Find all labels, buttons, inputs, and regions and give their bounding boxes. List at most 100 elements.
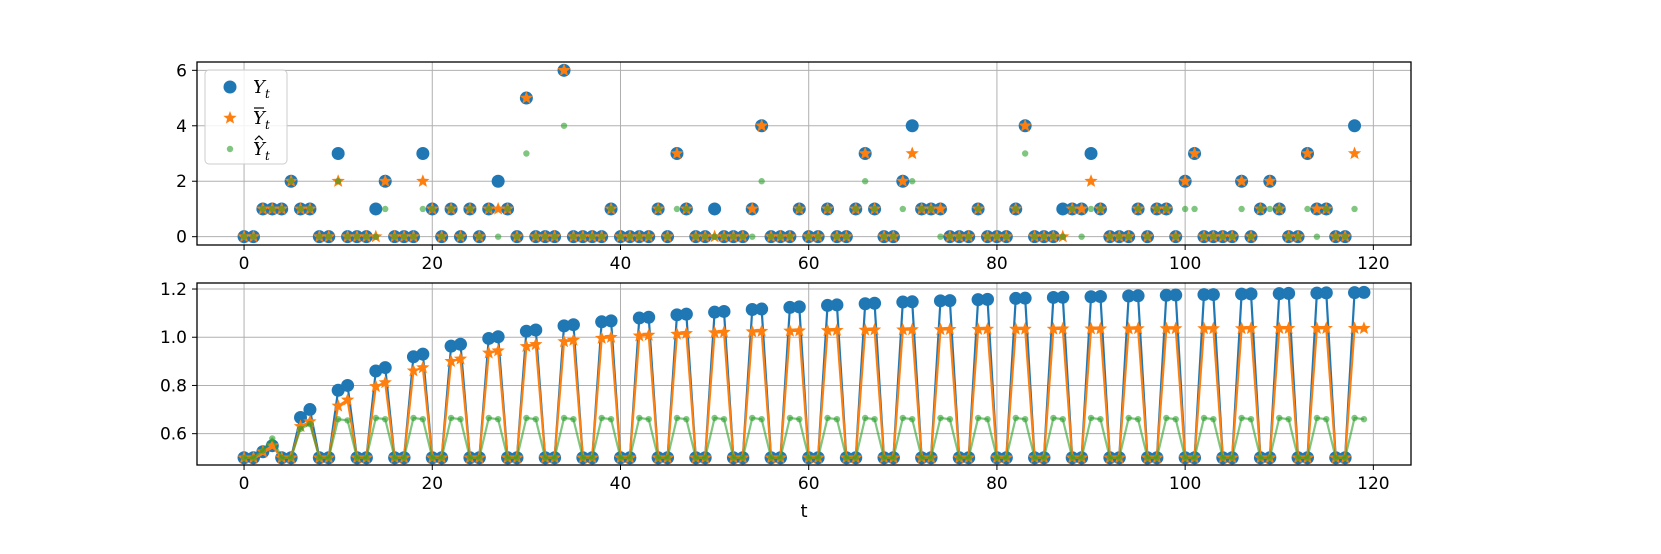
- data-point-Yhat: [1021, 415, 1029, 423]
- legend-label-sub: t: [265, 87, 270, 101]
- data-point-Ybar: [444, 354, 458, 368]
- data-point-Yhat: [485, 205, 492, 213]
- data-point-Yhat: [240, 454, 248, 461]
- data-point-Y: [708, 202, 722, 216]
- y-tick-label: 6: [176, 61, 187, 81]
- data-point-Y: [1009, 291, 1023, 305]
- data-point-Y: [331, 147, 345, 160]
- data-point-Ybar: [453, 351, 468, 365]
- data-point-Yhat: [871, 415, 878, 423]
- data-point-Yhat: [1116, 454, 1123, 461]
- data-point-Yhat: [965, 454, 972, 461]
- data-point-Yhat: [1144, 233, 1151, 240]
- data-point-Yhat: [1059, 233, 1066, 240]
- data-point-Yhat: [1210, 415, 1217, 423]
- data-point-Y: [341, 378, 355, 392]
- data-point-Yhat: [589, 454, 596, 461]
- data-point-Yhat: [1341, 233, 1349, 240]
- bottom-ticks: 0 20 40 60 80 100 120 0.6 0.8 1.0 1.2: [160, 280, 1390, 494]
- data-point-Yhat: [391, 233, 398, 240]
- data-point-Yhat: [1200, 414, 1208, 422]
- data-point-Yhat: [711, 233, 718, 240]
- data-point-Yhat: [269, 205, 276, 213]
- data-point-Yhat: [523, 150, 530, 157]
- data-point-Yhat: [306, 420, 314, 428]
- data-point-Y: [642, 310, 656, 324]
- data-point-Ybar: [971, 322, 985, 335]
- data-point-Y: [1122, 289, 1136, 303]
- data-point-Yhat: [654, 454, 662, 461]
- data-point-Yhat: [1228, 233, 1236, 240]
- data-point-Yhat: [344, 417, 351, 424]
- data-point-Y: [792, 300, 806, 314]
- data-point-Ybar: [858, 323, 872, 336]
- data-point-Yhat: [466, 454, 474, 461]
- data-point-Yhat: [250, 454, 257, 461]
- data-point-Yhat: [956, 233, 963, 240]
- data-point-Yhat: [890, 233, 897, 240]
- data-point-Yhat: [1200, 233, 1208, 240]
- data-point-Yhat: [353, 454, 361, 461]
- data-point-Y: [755, 302, 769, 316]
- data-point-Yhat: [683, 205, 690, 213]
- data-point-Ybar: [670, 327, 684, 340]
- data-point-Yhat: [984, 415, 991, 423]
- data-point-Yhat: [400, 233, 408, 240]
- data-point-Y: [529, 323, 543, 337]
- data-point-Y: [1093, 289, 1107, 303]
- data-point-Yhat: [645, 415, 652, 423]
- data-point-Ybar: [783, 323, 797, 337]
- data-point-Ybar: [896, 322, 910, 336]
- data-point-Yhat: [269, 435, 276, 442]
- data-point-Yhat: [749, 233, 756, 240]
- data-point-Yhat: [494, 233, 502, 240]
- data-point-Yhat: [730, 233, 737, 240]
- data-point-Yhat: [833, 233, 841, 240]
- data-point-Ybar: [707, 325, 722, 339]
- data-point-Y: [604, 314, 618, 328]
- data-point-Yhat: [937, 414, 944, 422]
- data-point-Yhat: [504, 454, 511, 461]
- data-point-Y: [1056, 202, 1070, 216]
- data-point-Ybar: [416, 174, 430, 187]
- data-point-Ybar: [1187, 146, 1202, 160]
- data-point-Yhat: [1294, 233, 1302, 240]
- data-point-Yhat: [626, 454, 634, 461]
- data-point-Y: [294, 411, 308, 425]
- legend-label-Y: Y: [253, 77, 267, 98]
- data-point-Yhat: [899, 414, 907, 422]
- data-point-Yhat: [1106, 233, 1114, 240]
- data-point-Yhat: [805, 454, 812, 461]
- data-point-Yhat: [598, 414, 605, 422]
- data-point-Y: [679, 307, 693, 321]
- data-point-Yhat: [796, 415, 803, 423]
- data-point-Ybar: [1347, 321, 1362, 334]
- data-point-Yhat: [636, 233, 643, 240]
- data-point-Yhat: [410, 414, 417, 422]
- data-point-Yhat: [1351, 205, 1358, 213]
- data-point-Y: [1084, 290, 1098, 304]
- data-point-Yhat: [974, 414, 982, 422]
- data-point-Yhat: [1332, 454, 1339, 461]
- data-point-Yhat: [758, 415, 765, 423]
- data-point-Y: [933, 294, 947, 308]
- data-point-Yhat: [1351, 414, 1358, 422]
- data-point-Yhat: [1323, 415, 1330, 423]
- data-point-Yhat: [786, 233, 794, 240]
- data-point-Yhat: [683, 415, 690, 423]
- data-point-Yhat: [607, 205, 615, 213]
- data-point-Yhat: [1172, 233, 1179, 240]
- data-point-Yhat: [325, 454, 332, 461]
- data-point-Yhat: [560, 414, 568, 422]
- data-point-Ybar: [867, 322, 882, 336]
- data-point-Yhat: [353, 233, 361, 240]
- data-point-Yhat: [1050, 414, 1057, 422]
- data-point-Yhat: [880, 233, 888, 240]
- data-point-Ybar: [1234, 174, 1249, 187]
- data-point-Ybar: [905, 322, 919, 336]
- data-point-Yhat: [654, 205, 662, 213]
- data-point-Y: [981, 292, 995, 306]
- data-point-Yhat: [814, 454, 822, 461]
- data-point-Yhat: [833, 415, 841, 423]
- data-point-Yhat: [1238, 205, 1245, 213]
